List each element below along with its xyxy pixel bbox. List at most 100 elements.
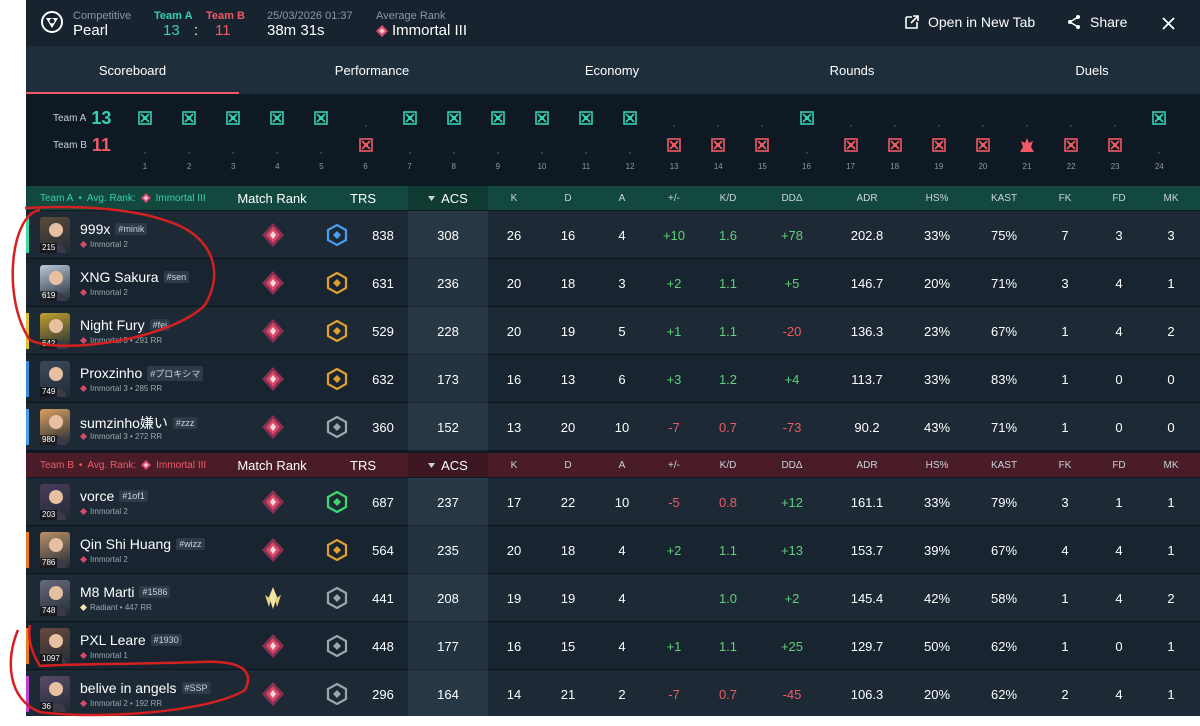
round-result[interactable] <box>269 110 285 126</box>
round-result[interactable] <box>402 110 418 126</box>
player-name[interactable]: sumzinho嫌い #zzz <box>80 413 198 433</box>
round-result[interactable] <box>799 110 815 126</box>
round-result[interactable] <box>181 110 197 126</box>
round-result[interactable] <box>490 110 506 126</box>
round-result[interactable] <box>137 110 153 126</box>
player-row[interactable]: 642 Night Fury #fei Immortal 3 • 291 RR … <box>26 307 1200 355</box>
col-k[interactable]: K <box>510 459 518 471</box>
round-result[interactable] <box>931 137 947 153</box>
col-d[interactable]: D <box>564 459 572 471</box>
col-mk[interactable]: MK <box>1163 459 1179 471</box>
round-number: 9 <box>495 162 501 171</box>
player-name[interactable]: Night Fury #fei <box>80 317 171 333</box>
col-fk[interactable]: FK <box>1058 192 1072 204</box>
col-mk[interactable]: MK <box>1163 192 1179 204</box>
player-name[interactable]: M8 Marti #1586 <box>80 584 171 600</box>
round-result[interactable] <box>1019 137 1035 153</box>
round-result[interactable] <box>622 110 638 126</box>
col-fd[interactable]: FD <box>1112 459 1126 471</box>
col-hs[interactable]: HS% <box>925 192 949 204</box>
col-fk[interactable]: FK <box>1058 459 1072 471</box>
col-dd[interactable]: DDΔ <box>781 192 803 204</box>
col-k[interactable]: K <box>510 192 518 204</box>
col-kd[interactable]: K/D <box>719 192 737 204</box>
tab-economy[interactable]: Economy <box>584 62 640 78</box>
col-a[interactable]: A <box>618 192 626 204</box>
col-d[interactable]: D <box>564 192 572 204</box>
player-name[interactable]: vorce #1of1 <box>80 488 148 504</box>
round-result[interactable] <box>975 137 991 153</box>
round-result[interactable] <box>313 110 329 126</box>
round-result[interactable] <box>446 110 462 126</box>
round-result[interactable] <box>578 110 594 126</box>
col-match-rank[interactable]: Match Rank <box>237 190 307 206</box>
player-name[interactable]: Proxzinho #プロキシマ <box>80 365 204 381</box>
col-pm[interactable]: +/- <box>668 459 680 471</box>
player-name[interactable]: 999x #minik <box>80 221 148 237</box>
open-new-tab-button[interactable]: Open in New Tab <box>904 14 1035 30</box>
round-win-elimination-icon <box>755 138 770 152</box>
col-kast[interactable]: KAST <box>990 459 1018 471</box>
close-icon[interactable] <box>1162 17 1175 30</box>
round-result[interactable] <box>358 137 374 153</box>
col-hs[interactable]: HS% <box>925 459 949 471</box>
round-empty-dot <box>364 125 367 127</box>
col-match-rank[interactable]: Match Rank <box>237 457 307 473</box>
player-name[interactable]: Qin Shi Huang #wizz <box>80 536 205 552</box>
player-row[interactable]: 619 XNG Sakura #sen Immortal 2 631 236 20… <box>26 259 1200 307</box>
round-number: 7 <box>407 162 412 171</box>
player-name[interactable]: XNG Sakura #sen <box>80 269 190 285</box>
round-result[interactable] <box>225 110 241 126</box>
mk-value: 3 <box>1167 227 1175 243</box>
player-row[interactable]: 215 999x #minik Immortal 2 838 308 26 16 4 +… <box>26 211 1200 259</box>
round-result[interactable] <box>666 137 682 153</box>
col-trs[interactable]: TRS <box>350 457 376 473</box>
mk-value: 1 <box>1167 494 1175 510</box>
tab-performance[interactable]: Performance <box>334 62 410 78</box>
col-adr[interactable]: ADR <box>856 192 878 204</box>
a-value: 4 <box>618 227 626 243</box>
col-fd[interactable]: FD <box>1112 192 1126 204</box>
col-a[interactable]: A <box>618 459 626 471</box>
col-adr[interactable]: ADR <box>856 459 878 471</box>
player-row[interactable]: 749 Proxzinho #プロキシマ Immortal 3 • 285 RR… <box>26 355 1200 403</box>
col-dd[interactable]: DDΔ <box>781 459 803 471</box>
player-row[interactable]: 36 belive in angels #SSP Immortal 2 • 19… <box>26 670 1200 716</box>
round-result[interactable] <box>1107 137 1123 153</box>
immortal-rank-icon <box>262 634 284 658</box>
col-kd[interactable]: K/D <box>719 459 737 471</box>
player-row[interactable]: 748 M8 Marti #1586 Radiant • 447 RR 441 … <box>26 574 1200 622</box>
col-pm[interactable]: +/- <box>668 192 680 204</box>
round-result[interactable] <box>1063 137 1079 153</box>
player-rank-text: Immortal 1 <box>90 651 128 660</box>
round-empty-dot <box>585 152 587 154</box>
col-kast[interactable]: KAST <box>990 192 1018 204</box>
d-value: 15 <box>560 638 576 654</box>
player-name[interactable]: PXL Leare #1930 <box>80 632 182 648</box>
col-trs[interactable]: TRS <box>350 190 376 206</box>
tab-duels[interactable]: Duels <box>1075 62 1109 78</box>
round-empty-dot <box>496 152 499 154</box>
player-current-rank: Immortal 2 <box>80 288 128 297</box>
player-row[interactable]: 1097 PXL Leare #1930 Immortal 1 448 177 1… <box>26 622 1200 670</box>
player-row[interactable]: 203 vorce #1of1 Immortal 2 687 237 17 22 10… <box>26 478 1200 526</box>
round-result[interactable] <box>534 110 550 126</box>
team-a-avg-rank: Immortal III <box>155 192 206 204</box>
col-acs[interactable]: ACS <box>408 453 488 477</box>
round-result[interactable] <box>1151 110 1167 126</box>
kast-value: 71% <box>990 275 1018 291</box>
tab-scoreboard[interactable]: Scoreboard <box>26 46 239 94</box>
share-button[interactable]: Share <box>1066 14 1127 30</box>
tab-rounds[interactable]: Rounds <box>829 62 875 78</box>
round-result[interactable] <box>710 137 726 153</box>
player-name[interactable]: belive in angels #SSP <box>80 680 211 696</box>
agent-color-stripe <box>26 484 29 520</box>
hs-value: 20% <box>923 686 951 702</box>
player-row[interactable]: 980 sumzinho嫌い #zzz Immortal 3 • 272 RR … <box>26 403 1200 451</box>
round-result[interactable] <box>754 137 770 153</box>
agent-color-stripe <box>26 361 29 397</box>
col-acs[interactable]: ACS <box>408 186 488 210</box>
round-result[interactable] <box>843 137 859 153</box>
player-row[interactable]: 786 Qin Shi Huang #wizz Immortal 2 564 2… <box>26 526 1200 574</box>
round-result[interactable] <box>887 137 903 153</box>
